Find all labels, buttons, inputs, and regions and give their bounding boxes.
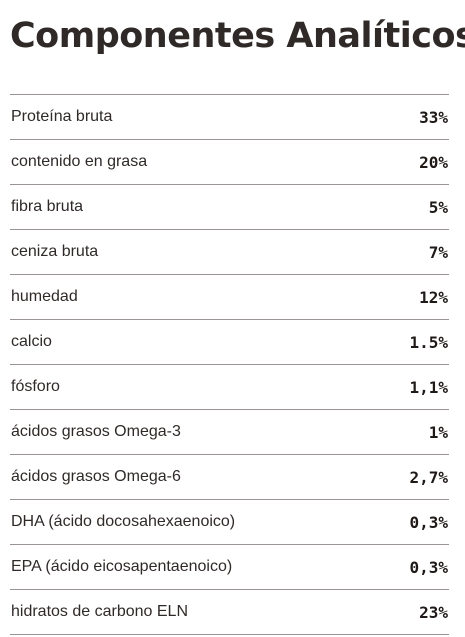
table-row: contenido en grasa 20% (10, 140, 449, 185)
row-value: 5% (428, 197, 448, 217)
row-value: 1% (428, 422, 448, 442)
table-row: EPA (ácido eicosapentaenoico) 0,3% (10, 545, 449, 590)
row-label: fibra bruta (11, 198, 84, 215)
row-label: hidratos de carbono ELN (11, 603, 188, 620)
row-value: 1,1% (409, 377, 448, 397)
row-value: 12% (419, 287, 448, 307)
row-label: calcio (11, 333, 52, 350)
row-value: 23% (419, 602, 448, 622)
row-label: contenido en grasa (11, 153, 148, 170)
table-row: fibra bruta 5% (10, 185, 449, 230)
page-title: Componentes Analíticos (10, 16, 465, 56)
table-row: DHA (ácido docosahexaenoico) 0,3% (10, 500, 449, 545)
analytical-components-table: Proteína bruta 33% contenido en grasa 20… (10, 94, 449, 635)
table-row: calcio 1.5% (10, 320, 449, 365)
table-row: fósforo 1,1% (10, 365, 449, 410)
table-row: hidratos de carbono ELN 23% (10, 590, 449, 635)
row-value: 33% (419, 107, 448, 127)
table-row: ceniza bruta 7% (10, 230, 449, 275)
row-label: fósforo (11, 378, 60, 395)
table-row: Proteína bruta 33% (10, 95, 449, 140)
row-value: 0,3% (409, 512, 448, 532)
row-value: 20% (419, 152, 448, 172)
table-row: ácidos grasos Omega-6 2,7% (10, 455, 449, 500)
row-label: humedad (11, 288, 78, 305)
row-value: 1.5% (409, 332, 448, 352)
row-label: EPA (ácido eicosapentaenoico) (11, 558, 233, 575)
row-label: Proteína bruta (11, 108, 113, 125)
row-value: 0,3% (409, 557, 448, 577)
table-row: humedad 12% (10, 275, 449, 320)
row-label: ácidos grasos Omega-3 (11, 423, 181, 440)
table-row: ácidos grasos Omega-3 1% (10, 410, 449, 455)
row-label: DHA (ácido docosahexaenoico) (11, 513, 236, 530)
row-value: 2,7% (409, 467, 448, 487)
row-label: ceniza bruta (11, 243, 99, 260)
row-label: ácidos grasos Omega-6 (11, 468, 181, 485)
row-value: 7% (428, 242, 448, 262)
